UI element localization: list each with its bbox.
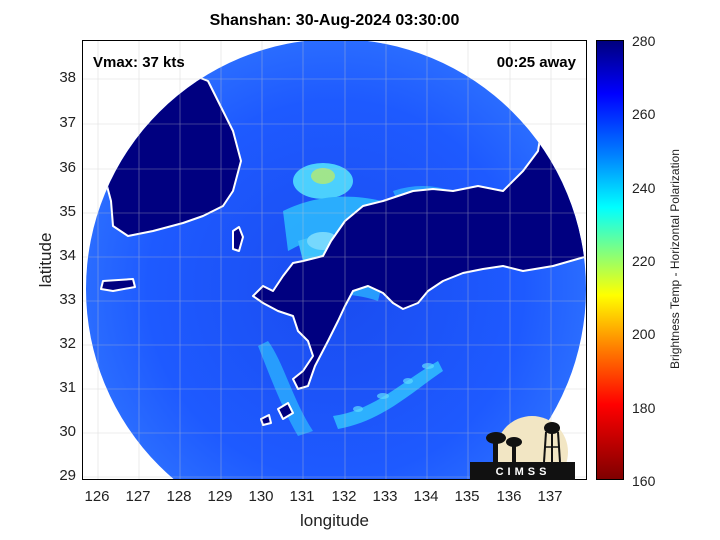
cimss-logo-text: CIMSS — [495, 466, 551, 478]
y-tick: 31 — [59, 379, 76, 396]
y-tick: 29 — [59, 467, 76, 484]
land-island-jeju — [100, 278, 136, 292]
land-island-tsushima — [232, 226, 244, 252]
y-tick: 33 — [59, 291, 76, 308]
x-tick: 135 — [454, 488, 480, 505]
x-tick: 126 — [84, 488, 110, 505]
colorbar-tick: 220 — [632, 253, 656, 269]
y-axis-label: latitude — [36, 232, 55, 288]
x-tick: 129 — [207, 488, 233, 505]
colorbar-tick: 200 — [632, 326, 656, 342]
y-tick: 34 — [59, 247, 76, 264]
x-tick: 128 — [166, 488, 192, 505]
y-tick: 38 — [59, 69, 76, 86]
colorbar-tick: 160 — [632, 473, 656, 489]
y-tick: 32 — [59, 335, 76, 352]
x-axis-label: longitude — [299, 511, 369, 530]
x-tick: 132 — [331, 488, 357, 505]
colorbar-tick: 260 — [632, 106, 656, 122]
x-tick: 136 — [496, 488, 522, 505]
x-tick: 137 — [537, 488, 563, 505]
x-tick: 127 — [125, 488, 151, 505]
colorbar-label: Brightness Temp - Horizontal Polarizatio… — [668, 149, 682, 369]
vmax-label: Vmax: 37 kts — [93, 54, 185, 71]
colorbar-tick: 280 — [632, 33, 656, 49]
y-tick: 35 — [59, 203, 76, 220]
land-island-south-1 — [277, 402, 294, 420]
cimss-logo — [470, 416, 575, 480]
colorbar-tick: 240 — [632, 180, 656, 196]
x-tick: 131 — [289, 488, 315, 505]
y-tick: 30 — [59, 423, 76, 440]
chart-title: Shanshan: 30-Aug-2024 03:30:00 — [209, 12, 460, 29]
y-tick: 37 — [59, 114, 76, 131]
x-tick: 134 — [413, 488, 439, 505]
x-tick: 133 — [372, 488, 398, 505]
map-axes: Vmax: 37 kts 00:25 away — [82, 40, 587, 480]
x-tick: 130 — [248, 488, 274, 505]
y-tick: 36 — [59, 159, 76, 176]
map-canvas — [83, 41, 586, 479]
land-china-edge — [86, 110, 104, 157]
grid-lines — [83, 41, 586, 479]
colorbar-tick: 180 — [632, 400, 656, 416]
time-away-label: 00:25 away — [496, 54, 576, 71]
land-island-south-2 — [260, 414, 272, 426]
colorbar — [596, 40, 624, 480]
